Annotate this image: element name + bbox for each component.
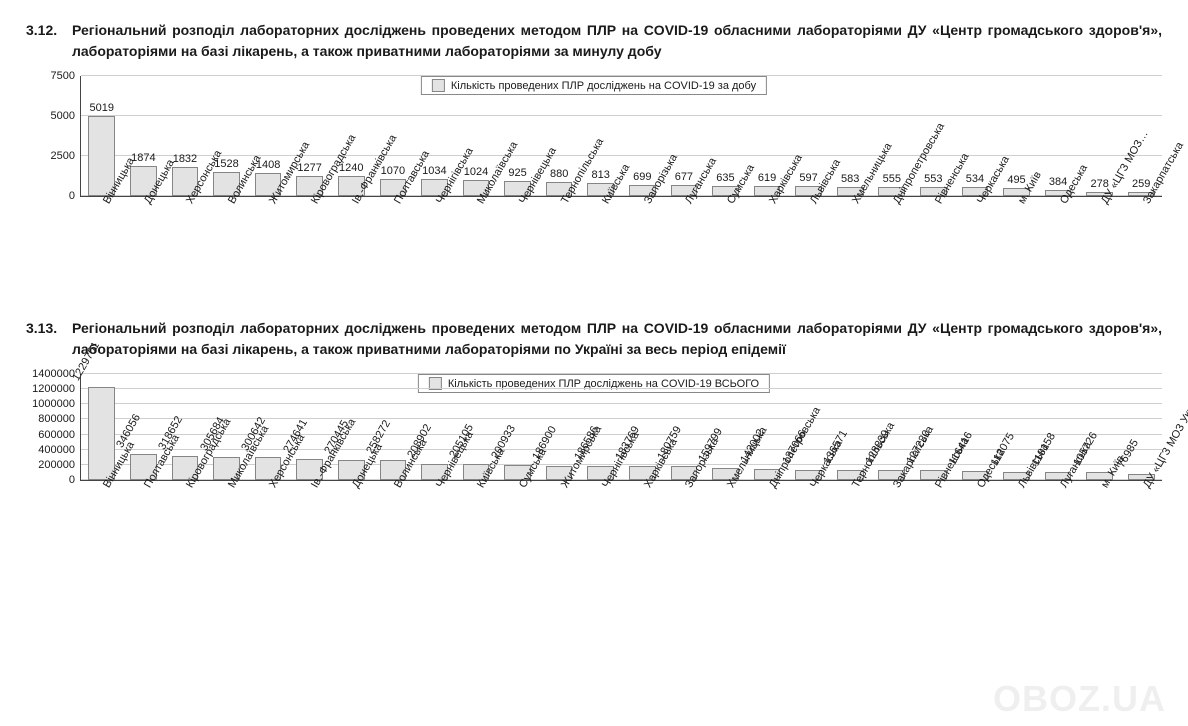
bar-value-label: 597 <box>799 172 817 184</box>
bar-value-label: 553 <box>924 173 942 185</box>
y-tick-label: 7500 <box>27 70 75 82</box>
chart: Кількість проведених ПЛР досліджень на C… <box>26 374 1162 600</box>
bar-value-label: 555 <box>883 173 901 185</box>
y-tick-label: 2500 <box>27 150 75 162</box>
bar-value-label: 813 <box>592 169 610 181</box>
bar-value-label: 5019 <box>90 102 114 114</box>
bar-value-label: 534 <box>966 173 984 185</box>
bar-value-label: 1024 <box>464 166 488 178</box>
y-tick-label: 0 <box>27 190 75 202</box>
y-tick-label: 600000 <box>27 429 75 441</box>
section-title-text: Регіональний розподіл лабораторних дослі… <box>72 320 1162 357</box>
bar-value-label: 635 <box>716 172 734 184</box>
y-tick-label: 200000 <box>27 459 75 471</box>
section-number: 3.12. <box>26 20 72 41</box>
bar-value-label: 619 <box>758 172 776 184</box>
y-tick-label: 1400000 <box>27 368 75 380</box>
bar-value-label: 495 <box>1007 174 1025 186</box>
bar-value-label: 699 <box>633 171 651 183</box>
bar-value-label: 1070 <box>381 165 405 177</box>
section-title: 3.12.Регіональний розподіл лабораторних … <box>26 20 1162 62</box>
x-labels: ВінницькаПолтавськаКіровоградськаМиколаї… <box>80 480 1162 600</box>
bar-value-label: 677 <box>675 171 693 183</box>
x-labels: ВінницькаДонецькаХерсонськаВолинськаЖито… <box>80 196 1162 308</box>
y-tick-label: 0 <box>27 474 75 486</box>
bar-value-label: 925 <box>508 167 526 179</box>
y-tick-label: 400000 <box>27 444 75 456</box>
bar-value-label: 583 <box>841 173 859 185</box>
y-tick-label: 800000 <box>27 413 75 425</box>
y-tick-label: 5000 <box>27 110 75 122</box>
section-number: 3.13. <box>26 318 72 339</box>
chart: Кількість проведених ПЛР досліджень на C… <box>26 76 1162 308</box>
bar-value-label: 880 <box>550 168 568 180</box>
section-title: 3.13.Регіональний розподіл лабораторних … <box>26 318 1162 360</box>
y-tick-label: 1000000 <box>27 398 75 410</box>
section-title-text: Регіональний розподіл лабораторних дослі… <box>72 22 1162 59</box>
bar-value-label: 1034 <box>422 165 446 177</box>
watermark: OBOZ.UA <box>993 678 1166 720</box>
y-tick-label: 1200000 <box>27 383 75 395</box>
